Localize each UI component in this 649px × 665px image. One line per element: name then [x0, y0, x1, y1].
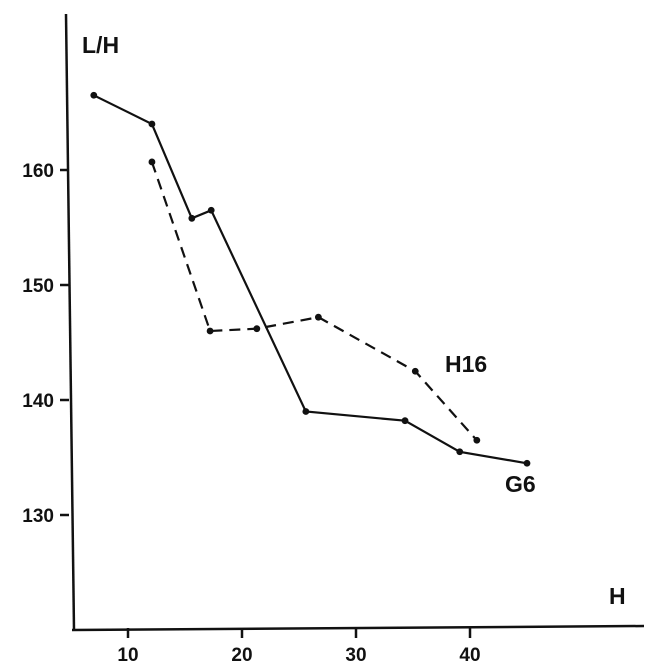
series-g6 [90, 91, 531, 467]
x-tick-label: 10 [117, 645, 138, 665]
data-point [253, 325, 261, 333]
data-point [523, 459, 531, 467]
y-tick-label: 160 [22, 161, 54, 182]
data-point [314, 313, 322, 321]
series-line-g6 [93, 94, 528, 465]
x-ticks: 10 20 30 40 [117, 628, 481, 665]
data-point [456, 448, 464, 456]
data-point [401, 417, 409, 425]
data-point [473, 436, 481, 444]
data-point [90, 91, 98, 99]
x-tick-label: 20 [231, 645, 252, 665]
data-point [207, 206, 215, 214]
data-point [206, 327, 214, 335]
series-line-h16 [150, 161, 478, 442]
x-tick-label: 40 [459, 645, 480, 665]
data-point [411, 367, 419, 375]
series-label-g6: G6 [505, 471, 536, 497]
data-point [302, 408, 310, 415]
x-tick-label: 30 [345, 645, 366, 665]
series-layer [90, 91, 531, 467]
data-point [148, 158, 156, 166]
y-tick-label: 140 [22, 391, 54, 412]
y-tick-label: 150 [22, 276, 54, 297]
series-label-h16: H16 [445, 351, 487, 377]
axes [64, 13, 645, 632]
y-ticks: 130 140 150 160 [22, 161, 69, 527]
x-axis-title: H [609, 583, 626, 609]
x-axis-line [71, 624, 645, 632]
series-h16 [148, 158, 481, 444]
y-axis-title: L/H [82, 32, 119, 58]
data-point [188, 214, 196, 222]
series-labels: G6 H16 [445, 351, 536, 497]
y-axis-line [64, 13, 76, 631]
y-tick-label: 130 [22, 506, 54, 527]
data-point [148, 120, 156, 128]
